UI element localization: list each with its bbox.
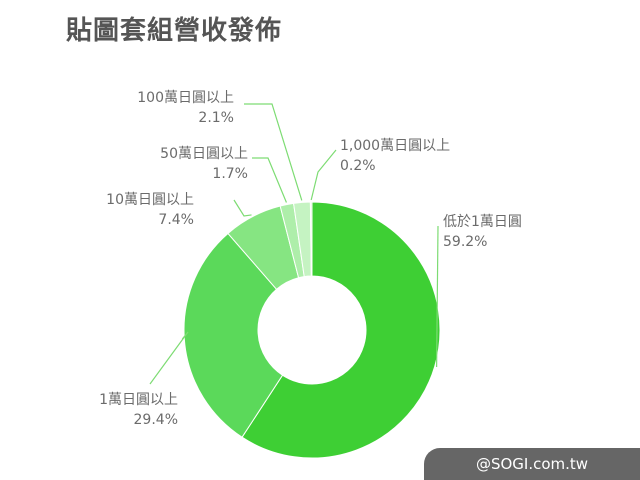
leader-line xyxy=(436,225,439,368)
label-slice-100man: 100萬日圓以上 2.1% xyxy=(98,88,234,128)
label-slice-1man: 1萬日圓以上 29.4% xyxy=(60,390,178,430)
chart-title: 貼圖套組營收發佈 xyxy=(66,16,283,46)
label-value: 2.1% xyxy=(198,110,234,126)
label-value: 1.7% xyxy=(212,166,248,182)
label-value: 29.4% xyxy=(133,412,178,428)
donut-slice xyxy=(309,201,313,277)
label-name: 100萬日圓以上 xyxy=(137,90,234,106)
label-value: 0.2% xyxy=(340,158,376,174)
label-slice-1000man: 1,000萬日圓以上 0.2% xyxy=(340,136,450,176)
leader-line xyxy=(233,199,252,217)
label-slice-10man: 10萬日圓以上 7.4% xyxy=(78,190,194,230)
label-slice-below-1man: 低於1萬日圓 59.2% xyxy=(443,212,522,252)
label-name: 50萬日圓以上 xyxy=(160,146,248,162)
watermark: @SOGI.com.tw xyxy=(424,448,640,480)
label-slice-50man: 50萬日圓以上 1.7% xyxy=(110,144,248,184)
label-value: 59.2% xyxy=(443,234,488,250)
leader-line xyxy=(244,103,303,201)
label-value: 7.4% xyxy=(158,212,194,228)
donut-slice xyxy=(183,232,284,438)
leader-line xyxy=(149,331,189,385)
donut-slice xyxy=(241,201,441,459)
leader-line xyxy=(252,157,287,203)
leader-line xyxy=(310,149,337,201)
label-name: 1,000萬日圓以上 xyxy=(340,138,451,154)
label-name: 10萬日圓以上 xyxy=(106,192,194,208)
label-name: 1萬日圓以上 xyxy=(99,392,178,408)
label-name: 低於1萬日圓 xyxy=(443,214,522,230)
